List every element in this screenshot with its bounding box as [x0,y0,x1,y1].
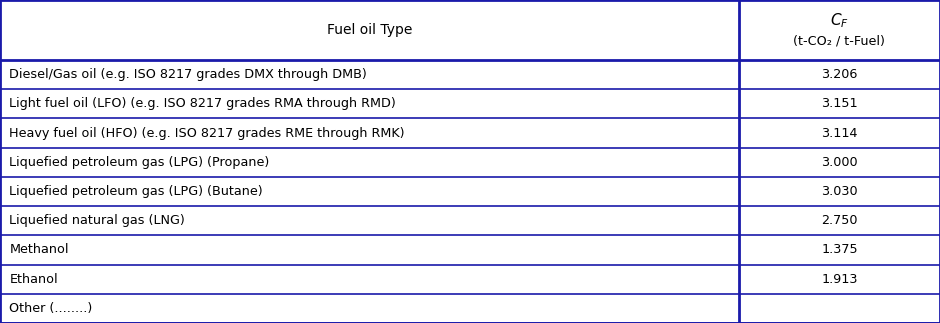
Text: Heavy fuel oil (HFO) (e.g. ISO 8217 grades RME through RMK): Heavy fuel oil (HFO) (e.g. ISO 8217 grad… [9,127,405,140]
Text: 1.375: 1.375 [822,244,857,256]
Text: 3.114: 3.114 [822,127,857,140]
Text: Fuel oil Type: Fuel oil Type [327,23,412,37]
Text: 1.913: 1.913 [822,273,857,286]
Text: Ethanol: Ethanol [9,273,58,286]
Text: 3.000: 3.000 [822,156,857,169]
Text: Diesel/Gas oil (e.g. ISO 8217 grades DMX through DMB): Diesel/Gas oil (e.g. ISO 8217 grades DMX… [9,68,368,81]
Text: $C_F$: $C_F$ [830,11,849,30]
Text: Liquefied petroleum gas (LPG) (Butane): Liquefied petroleum gas (LPG) (Butane) [9,185,263,198]
Text: 3.151: 3.151 [822,97,857,110]
Text: Methanol: Methanol [9,244,69,256]
Text: 3.206: 3.206 [822,68,857,81]
Text: 2.750: 2.750 [822,214,857,227]
Text: Liquefied natural gas (LNG): Liquefied natural gas (LNG) [9,214,185,227]
Text: Light fuel oil (LFO) (e.g. ISO 8217 grades RMA through RMD): Light fuel oil (LFO) (e.g. ISO 8217 grad… [9,97,396,110]
Text: Liquefied petroleum gas (LPG) (Propane): Liquefied petroleum gas (LPG) (Propane) [9,156,270,169]
Text: Other (........): Other (........) [9,302,93,315]
Text: (t-CO₂ / t-Fuel): (t-CO₂ / t-Fuel) [793,34,885,47]
Text: 3.030: 3.030 [822,185,857,198]
